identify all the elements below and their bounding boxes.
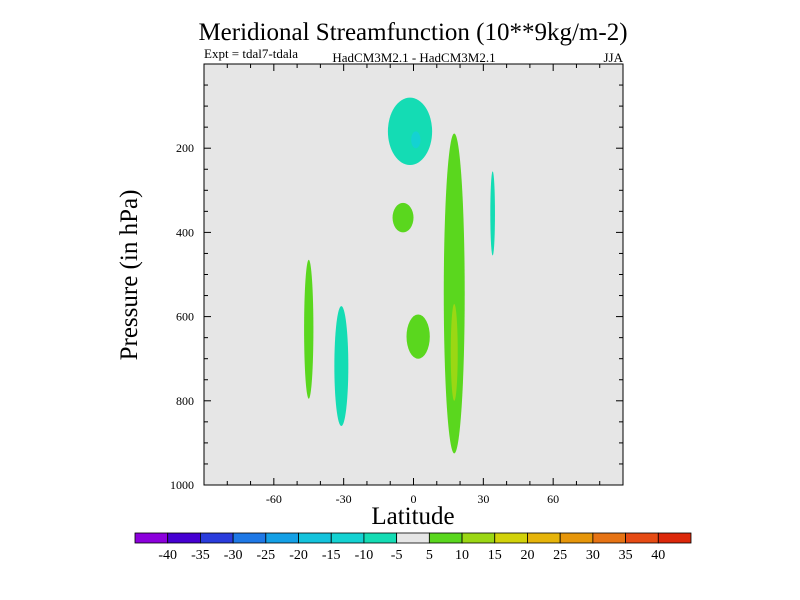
colorbar-label: 30 (586, 548, 600, 563)
contour-tall-green-cell (443, 133, 465, 454)
contour-lower-green-blob (406, 314, 430, 359)
contour-left-cyan-strip (334, 306, 349, 427)
colorbar-swatch (167, 532, 201, 544)
tick-labels: -60 -30 0 30 60 200 400 600 800 1000 (170, 141, 559, 506)
y-tick-label: 1000 (170, 478, 194, 492)
x-tick-label: 0 (411, 492, 417, 506)
colorbar-label: 25 (553, 548, 567, 563)
contour-mid-green-blob (392, 202, 414, 233)
colorbar-swatch (330, 532, 365, 544)
colorbar-label: -5 (391, 548, 403, 563)
chart-title: Meridional Streamfunction (10**9kg/m-2) (198, 19, 627, 46)
colorbar-label: 5 (426, 548, 433, 563)
colorbar-swatch (134, 532, 169, 544)
y-tick-label: 800 (176, 394, 194, 408)
x-tick-label: 30 (477, 492, 489, 506)
colorbar-label: -35 (191, 548, 210, 563)
colorbar-swatch (494, 532, 528, 544)
colorbar-swatch (265, 532, 299, 544)
colorbar-swatch (657, 532, 692, 544)
x-tick-label: 60 (547, 492, 559, 506)
colorbar-label: -10 (355, 548, 374, 563)
contour-upper-cyan-core (411, 131, 421, 149)
y-axis-label: Pressure (in hPa) (116, 190, 143, 361)
y-tick-label: 600 (176, 310, 194, 324)
contour-layer (304, 97, 495, 454)
axis-ticks (203, 63, 624, 486)
colorbar-swatch (232, 532, 267, 544)
colorbar-label: 10 (455, 548, 469, 563)
x-tick-label: -60 (266, 492, 282, 506)
colorbar-swatch (363, 532, 398, 544)
colorbar-swatch (428, 532, 463, 544)
colorbar-swatch (396, 532, 430, 544)
colorbar-label: -40 (158, 548, 177, 563)
x-axis-label: Latitude (371, 503, 454, 530)
plot-frame (203, 63, 624, 486)
colorbar-label: 20 (520, 548, 534, 563)
contour-upper-cyan-cell (387, 97, 433, 166)
contour-narrow-cyan-strip (490, 171, 495, 256)
colorbar-label: -25 (256, 548, 275, 563)
colorbar-label: -20 (289, 548, 308, 563)
colorbar-label: 40 (651, 548, 665, 563)
experiment-label: Expt = tdal7-tdala (204, 46, 298, 61)
contour-left-green-strip (304, 259, 314, 399)
colorbar-label: 15 (488, 548, 502, 563)
colorbar-label: -30 (224, 548, 243, 563)
colorbar-swatch (527, 532, 561, 544)
y-tick-label: 200 (176, 141, 194, 155)
colorbar-label: 35 (619, 548, 633, 563)
colorbar-swatch (298, 532, 332, 544)
x-tick-label: -30 (336, 492, 352, 506)
colorbar-swatch (625, 532, 659, 544)
model-comparison-label: HadCM3M2.1 - HadCM3M2.1 (332, 50, 495, 65)
colorbar-swatch (200, 532, 234, 544)
colorbar-swatch (592, 532, 626, 544)
contour-tall-green-core (450, 303, 458, 401)
colorbar-swatch (461, 532, 496, 544)
y-tick-label: 400 (176, 225, 194, 239)
colorbar-label: -15 (322, 548, 341, 563)
season-label: JJA (603, 50, 623, 65)
colorbar-swatch (559, 532, 594, 544)
colorbar: -40 -35 -30 -25 -20 -15 -10 -5 5 10 15 20 25 30 35 40 (134, 532, 692, 563)
